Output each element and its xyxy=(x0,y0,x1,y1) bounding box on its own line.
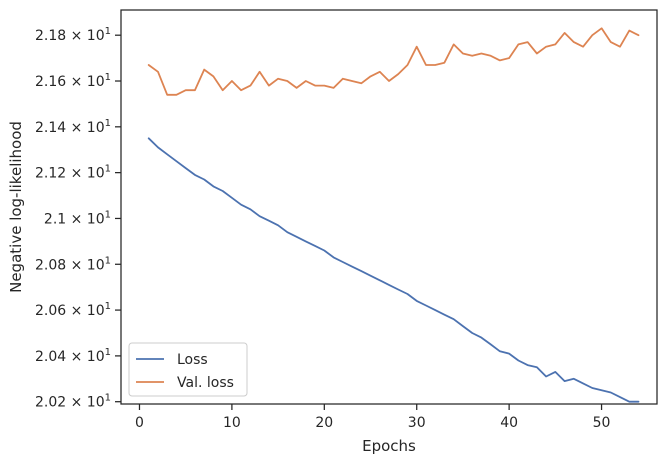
plot-area xyxy=(120,9,658,405)
series-layer xyxy=(147,27,640,403)
y-tick-label: 2.1 × 101 xyxy=(44,209,111,227)
y-tick-label: 2.04 × 101 xyxy=(35,347,111,365)
x-tick-label: 10 xyxy=(223,415,241,431)
y-axis-ticks: 2.02 × 101 2.04 × 101 2.06 × 101 2.08 × 101… xyxy=(35,26,121,411)
y-tick-label: 2.14 × 101 xyxy=(35,118,111,136)
y-tick-label: 2.12 × 101 xyxy=(35,164,111,182)
legend: Loss Val. loss xyxy=(128,342,248,397)
legend-label-val-loss: Val. loss xyxy=(177,375,234,391)
axes-frame xyxy=(120,9,658,405)
x-tick-label: 40 xyxy=(500,415,518,431)
y-axis-label: Negative log-likelihood xyxy=(7,121,25,293)
y-tick-label: 2.08 × 101 xyxy=(35,255,111,273)
y-tick-label: 2.02 × 101 xyxy=(35,393,111,411)
y-tick-label: 2.06 × 101 xyxy=(35,301,111,319)
x-tick-label: 20 xyxy=(315,415,333,431)
y-tick-label: 2.16 × 101 xyxy=(35,72,111,90)
x-tick-label: 30 xyxy=(408,415,426,431)
x-tick-label: 0 xyxy=(135,415,144,431)
x-tick-label: 50 xyxy=(593,415,611,431)
series-line-loss xyxy=(147,137,640,403)
series-line-val-loss xyxy=(147,27,640,96)
x-axis-label: Epochs xyxy=(362,437,416,455)
y-tick-label: 2.18 × 101 xyxy=(35,26,111,44)
legend-label-loss: Loss xyxy=(177,352,208,368)
x-axis-ticks: 0 10 20 30 40 50 xyxy=(135,404,610,431)
